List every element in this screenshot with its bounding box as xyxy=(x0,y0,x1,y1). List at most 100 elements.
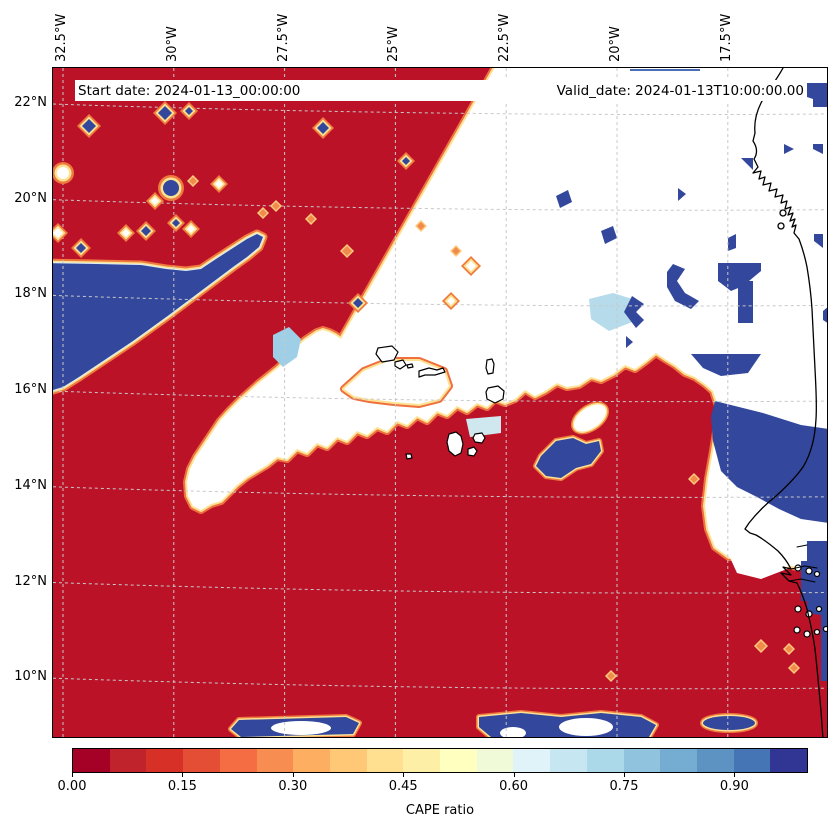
colorbar-tick-mark xyxy=(182,773,184,777)
blue-speckle xyxy=(163,180,179,196)
lat-tick-label: 10°N xyxy=(14,669,47,685)
lat-tick-label: 14°N xyxy=(14,477,47,493)
colorbar-tick-mark xyxy=(403,773,405,777)
high-cape-patch xyxy=(601,226,617,244)
high-cape-patch xyxy=(667,264,699,309)
blue-speckle xyxy=(185,107,193,115)
cape-ratio-map xyxy=(53,68,827,737)
white-speckle xyxy=(187,225,195,233)
orange-speckle xyxy=(607,672,615,680)
high-cape-patch xyxy=(814,234,823,248)
colorbar-segment xyxy=(403,749,441,772)
parallel-gridline xyxy=(53,582,827,594)
island-santa-luzia xyxy=(406,363,414,369)
colorbar-tick-label: 0.30 xyxy=(278,779,308,794)
blue-speckle xyxy=(402,157,410,165)
high-cape-patch xyxy=(556,190,572,208)
white-speckle xyxy=(151,197,159,205)
small-cape-speckles xyxy=(53,101,800,682)
island-brava xyxy=(405,453,413,460)
mid-cape-patch xyxy=(273,327,301,367)
high-cape-patch xyxy=(626,336,633,348)
parallel-gridline xyxy=(53,677,827,690)
colorbar-segment xyxy=(219,749,257,772)
lat-tick-label: 16°N xyxy=(14,382,47,398)
lat-tick-label: 12°N xyxy=(14,573,47,589)
island-fogo xyxy=(472,432,486,444)
high-cape-patch xyxy=(738,281,753,323)
colorbar-segment xyxy=(109,749,147,772)
bottom-edge-blue-band xyxy=(231,713,755,737)
colorbar-segment xyxy=(696,749,734,772)
colorbar-tick-label: 0.00 xyxy=(57,779,87,794)
parallel-gridline xyxy=(53,486,827,498)
orange-speckle xyxy=(790,664,798,672)
lon-tick-label: 25°W xyxy=(386,26,402,62)
colorbar-title: CAPE ratio xyxy=(405,803,475,818)
island-sal xyxy=(485,358,495,375)
white-speckle xyxy=(215,180,223,188)
colorbar-tick-label: 0.60 xyxy=(499,779,529,794)
colorbar-segment xyxy=(550,749,587,772)
blue-speckle xyxy=(158,106,172,120)
colorbar-segment xyxy=(73,749,110,772)
colorbar-segment xyxy=(733,749,771,772)
high-cape-patch xyxy=(728,234,736,251)
lon-tick-label: 30°W xyxy=(164,26,180,62)
colorbar-segment xyxy=(329,749,367,772)
high-cape-patch xyxy=(813,144,823,154)
island-sao-nicolau xyxy=(418,367,446,378)
high-cape-patch xyxy=(741,158,753,170)
africa-coastline xyxy=(744,68,824,737)
colorbar-tick-mark xyxy=(292,773,294,777)
blue-speckle xyxy=(76,243,86,253)
colorbar xyxy=(72,748,808,773)
cape-verde-islands xyxy=(375,345,505,460)
orange-speckle xyxy=(417,222,425,230)
mid-cape-patch xyxy=(466,416,501,437)
colorbar-segment xyxy=(293,749,330,772)
colorbar-segment xyxy=(770,749,808,772)
orange-speckle xyxy=(690,475,698,483)
blue-speckle xyxy=(172,219,180,227)
title-band: Start date: 2024-01-13_00:00:00 Valid_da… xyxy=(75,80,807,101)
parallel-gridline xyxy=(53,294,827,307)
lat-tick-label: 18°N xyxy=(14,286,47,302)
colorbar-segment xyxy=(366,749,404,772)
lon-tick-label: 17.5°W xyxy=(718,13,734,62)
coastal-white-pocket xyxy=(727,509,793,579)
colorbar-tick-label: 0.90 xyxy=(719,779,749,794)
orange-speckle xyxy=(342,246,352,256)
high-cape-patch xyxy=(823,307,827,323)
colorbar-segment xyxy=(146,749,184,772)
high-cape-patch xyxy=(691,354,761,376)
colorbar-tick-mark xyxy=(734,773,736,777)
blue-speckle xyxy=(82,119,96,133)
parallel-gridline xyxy=(53,390,827,403)
colorbar-tick-mark xyxy=(72,773,73,777)
orange-speckle xyxy=(452,247,460,255)
high-cape-coastal-patches xyxy=(556,83,827,681)
colorbar-segment xyxy=(586,749,624,772)
high-cape-patch xyxy=(807,83,827,107)
mid-cape-cyan-patches xyxy=(273,293,639,437)
colorbar-segment xyxy=(623,749,661,772)
lat-tick-label: 22°N xyxy=(14,95,47,110)
colorbar-segment xyxy=(476,749,514,772)
lon-tick-label: 22.5°W xyxy=(497,13,513,62)
valid-date-label: Valid_date: 2024-01-13T10:00:00.00 xyxy=(556,82,804,99)
orange-speckle xyxy=(189,177,197,185)
white-speckle xyxy=(53,228,63,238)
colorbar-segment xyxy=(513,749,551,772)
colorbar-segment xyxy=(183,749,220,772)
island-boa-vista xyxy=(485,385,505,404)
white-speckle xyxy=(122,229,130,237)
contour-legend-line xyxy=(630,69,700,71)
map-plot-area xyxy=(52,67,828,738)
high-cape-patch xyxy=(784,144,794,154)
lon-tick-label: 27.5°W xyxy=(275,13,291,62)
colorbar-tick-mark xyxy=(513,773,515,777)
colorbar-segment xyxy=(660,749,697,772)
lon-tick-label: 32.5°W xyxy=(54,13,69,62)
